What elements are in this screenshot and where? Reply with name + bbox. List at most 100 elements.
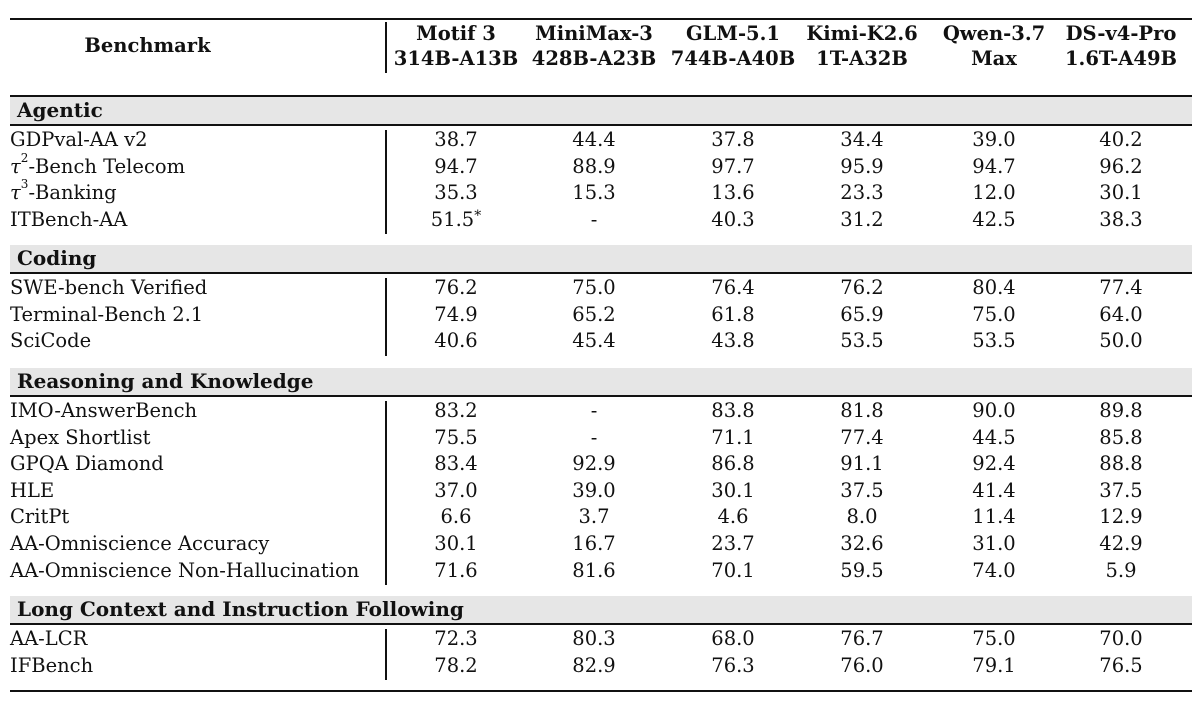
score-cell: 76.2	[434, 276, 478, 299]
benchmark-name: HLE	[10, 478, 55, 502]
score-cell: 11.4	[972, 505, 1016, 529]
model-size: 744B-A40B	[670, 47, 796, 70]
score-cell: 88.9	[572, 154, 616, 178]
score-cell: 15.3	[572, 181, 616, 205]
score-cell: 42.9	[1099, 532, 1143, 555]
benchmark-name: SWE-bench Verified	[10, 276, 208, 299]
score-cell: 8.0	[846, 505, 878, 529]
header-benchmark-label: Benchmark	[84, 34, 211, 57]
benchmark-name: IFBench	[10, 653, 94, 677]
score-cell: 80.3	[572, 627, 616, 650]
score-cell: 65.9	[840, 302, 884, 326]
score-cell: 74.0	[972, 558, 1016, 582]
benchmark-name: ITBench-AA	[10, 207, 128, 231]
score-cell: 23.7	[711, 532, 755, 555]
score-cell: 85.8	[1099, 425, 1143, 449]
model-header: Qwen-3.7 Max	[919, 21, 1069, 71]
score-cell: 89.8	[1099, 399, 1143, 422]
model-size: Max	[971, 47, 1017, 70]
score-cell: 23.3	[840, 181, 884, 205]
score-cell: -	[590, 399, 598, 422]
score-cell: 35.3	[434, 181, 478, 205]
score-cell: 30.1	[1099, 181, 1143, 205]
score-cell: 76.7	[840, 627, 884, 650]
score-cell: 88.8	[1099, 452, 1143, 476]
model-name: Kimi-K2.6	[806, 22, 918, 45]
score-cell: 76.2	[840, 276, 884, 299]
score-cell: 95.9	[840, 154, 884, 178]
model-name: MiniMax-3	[535, 22, 653, 45]
score-cell: 77.4	[840, 425, 884, 449]
score-cell: 30.1	[434, 532, 478, 555]
section-rule	[10, 395, 1192, 397]
section-title: Coding	[17, 246, 97, 270]
score-cell: 44.5	[972, 425, 1016, 449]
score-cell: 94.7	[434, 154, 478, 178]
section-rule	[10, 124, 1192, 126]
score-cell: 12.9	[1099, 505, 1143, 529]
score-cell: 81.6	[572, 558, 616, 582]
bottom-rule	[10, 690, 1192, 692]
benchmark-name: AA-Omniscience Accuracy	[10, 532, 270, 555]
score-cell: 40.2	[1099, 128, 1143, 151]
score-cell: 92.4	[972, 452, 1016, 476]
section-rule	[10, 272, 1192, 274]
score-cell: 61.8	[711, 302, 755, 326]
model-name: DS-v4-Pro	[1065, 22, 1177, 45]
score-cell: 6.6	[440, 505, 472, 529]
model-header: Kimi-K2.6 1T-A32B	[787, 21, 937, 71]
score-cell: 39.0	[972, 128, 1016, 151]
score-cell: 13.6	[711, 181, 755, 205]
benchmark-name: IMO-AnswerBench	[10, 399, 198, 422]
benchmark-name: GPQA Diamond	[10, 452, 164, 476]
model-size: 1.6T-A49B	[1064, 47, 1178, 70]
score-cell: 83.2	[434, 399, 478, 422]
benchmark-name: Terminal-Bench 2.1	[10, 302, 204, 326]
score-cell: 90.0	[972, 399, 1016, 422]
header-divider	[385, 22, 387, 73]
model-name: GLM-5.1	[686, 22, 780, 45]
score-cell: 83.4	[434, 452, 478, 476]
score-cell: 38.7	[434, 128, 478, 151]
section-title: Reasoning and Knowledge	[17, 369, 314, 393]
score-cell: 68.0	[711, 627, 755, 650]
score-cell: 76.0	[840, 653, 884, 677]
score-cell: 97.7	[711, 154, 755, 178]
column-divider	[385, 278, 387, 356]
benchmark-name: τ2-Bench Telecom	[10, 150, 186, 178]
score-cell: 70.1	[711, 558, 755, 582]
benchmark-name: SciCode	[10, 329, 92, 353]
score-cell: 96.2	[1099, 154, 1143, 178]
score-cell: 53.5	[840, 329, 884, 353]
score-cell: 80.4	[972, 276, 1016, 299]
score-cell: 37.5	[840, 478, 884, 502]
section-band	[10, 368, 1192, 395]
score-cell: 31.0	[972, 532, 1016, 555]
benchmark-name: CritPt	[10, 505, 70, 529]
score-cell: 75.0	[972, 627, 1016, 650]
score-cell: 86.8	[711, 452, 755, 476]
score-cell: 16.7	[572, 532, 616, 555]
model-header: DS-v4-Pro 1.6T-A49B	[1046, 21, 1196, 71]
model-size: 1T-A32B	[816, 47, 908, 70]
score-cell: 65.2	[572, 302, 616, 326]
score-cell: 44.4	[572, 128, 616, 151]
score-cell: 76.3	[711, 653, 755, 677]
benchmark-name: AA-Omniscience Non-Hallucination	[10, 558, 360, 582]
score-cell: 77.4	[1099, 276, 1143, 299]
score-cell: 5.9	[1105, 558, 1137, 582]
score-cell: -	[590, 425, 598, 449]
benchmark-name: AA-LCR	[10, 627, 88, 650]
score-cell: 30.1	[711, 478, 755, 502]
score-cell: 32.6	[840, 532, 884, 555]
top-rule	[10, 18, 1192, 20]
benchmark-name: τ3-Banking	[10, 177, 117, 205]
section-band	[10, 596, 1192, 623]
section-title: Agentic	[17, 98, 103, 122]
column-divider	[385, 629, 387, 681]
score-cell: 38.3	[1099, 207, 1143, 231]
score-cell: 41.4	[972, 478, 1016, 502]
section-rule	[10, 623, 1192, 625]
section-band	[10, 97, 1192, 124]
score-cell: 71.1	[711, 425, 755, 449]
